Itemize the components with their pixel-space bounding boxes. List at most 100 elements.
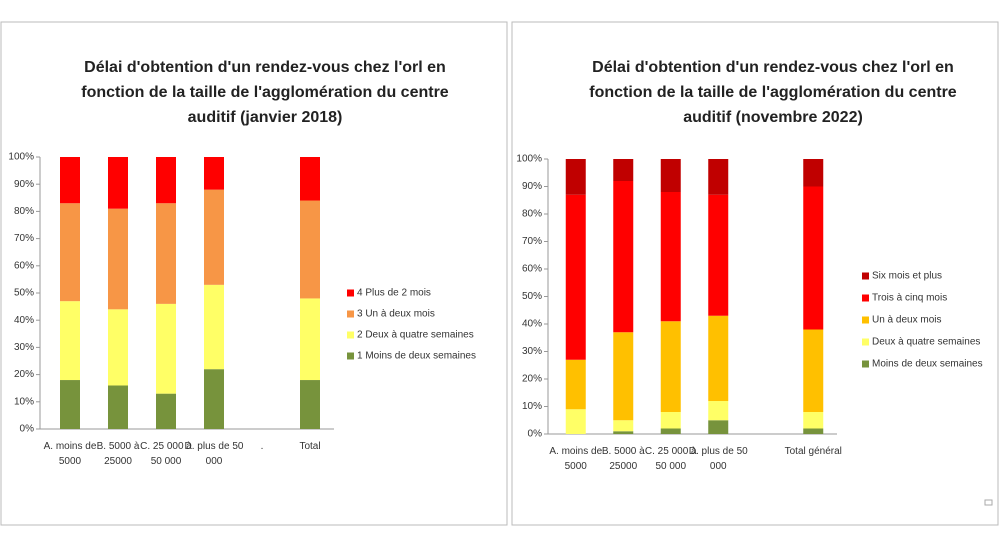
bar-segment: [660, 192, 681, 322]
bar-segment: [708, 401, 729, 421]
x-tick-label: D. plus de 50 000: [688, 446, 748, 472]
legend-label: 3 Un à deux mois: [357, 309, 435, 320]
legend-label: 4 Plus de 2 mois: [357, 288, 431, 299]
bar-segment: [60, 301, 80, 381]
legend-swatch: [862, 360, 869, 368]
bar-segment: [708, 194, 729, 316]
bar-segment: [204, 157, 224, 190]
bar-segment: [300, 200, 320, 299]
legend-swatch: [347, 331, 354, 339]
legend-swatch: [347, 352, 354, 360]
y-tick-label: 40%: [14, 315, 34, 326]
legend-swatch: [862, 338, 869, 346]
legend-label: Deux à quatre semaines: [872, 337, 980, 348]
y-tick-label: 60%: [522, 264, 542, 275]
y-tick-label: 50%: [522, 291, 542, 302]
bar-segment: [108, 309, 128, 386]
bar-segment: [108, 157, 128, 209]
y-tick-label: 10%: [14, 396, 34, 407]
bar-segment: [708, 315, 729, 401]
y-tick-label: 0%: [528, 429, 543, 440]
y-tick-label: 10%: [522, 401, 542, 412]
bar-segment: [60, 380, 80, 429]
y-tick-label: 30%: [14, 342, 34, 353]
bar-segment: [300, 157, 320, 201]
bar-segment: [204, 369, 224, 429]
bar-segment: [660, 321, 681, 412]
y-tick-label: 30%: [522, 346, 542, 357]
x-tick-label: B. 5000 à 25000: [601, 446, 645, 472]
chart-title: Délai d'obtention d'un rendez-vous chez …: [81, 59, 449, 126]
legend-label: 1 Moins de deux semaines: [357, 351, 476, 362]
y-tick-label: 100%: [8, 152, 34, 163]
bar-segment: [565, 159, 586, 195]
legend-swatch: [862, 294, 869, 302]
x-tick-label: A. moins de 5000: [43, 441, 97, 467]
bar-segment: [660, 159, 681, 192]
y-tick-label: 90%: [522, 181, 542, 192]
bar-segment: [803, 159, 824, 187]
y-tick-label: 0%: [20, 424, 35, 435]
bar-segment: [613, 181, 634, 333]
y-tick-label: 90%: [14, 179, 34, 190]
legend-label: Moins de deux semaines: [872, 359, 983, 370]
bar-segment: [300, 298, 320, 381]
bar-segment: [613, 431, 634, 434]
bar-segment: [60, 157, 80, 204]
corner-icon: [984, 499, 993, 506]
y-tick-label: 80%: [14, 206, 34, 217]
x-tick-label: A. moins de 5000: [549, 446, 603, 472]
legend-swatch: [862, 316, 869, 324]
y-tick-label: 100%: [516, 154, 542, 165]
x-tick-label: D. plus de 50 000: [184, 441, 244, 467]
legend-label: Un à deux mois: [872, 315, 941, 326]
x-tick-label: Total: [299, 441, 321, 452]
bar-segment: [660, 412, 681, 429]
y-tick-label: 80%: [522, 209, 542, 220]
bar-segment: [803, 428, 824, 434]
x-tick-label: B. 5000 à 25000: [96, 441, 140, 467]
y-tick-label: 60%: [14, 260, 34, 271]
legend-swatch: [862, 272, 869, 280]
bar-segment: [156, 203, 176, 304]
bar-segment: [613, 159, 634, 181]
y-tick-label: 20%: [522, 374, 542, 385]
bar-segment: [204, 189, 224, 285]
legend-swatch: [347, 289, 354, 297]
x-tick-label: C. 25 000 à 50 000: [140, 441, 192, 467]
bar-segment: [300, 380, 320, 429]
y-tick-label: 50%: [14, 288, 34, 299]
bar-segment: [660, 428, 681, 434]
bar-segment: [708, 159, 729, 195]
panel-border: [511, 21, 999, 526]
bar-segment: [156, 303, 176, 394]
legend-label: Trois à cinq mois: [872, 293, 947, 304]
bar-segment: [204, 284, 224, 370]
x-tick-label: .: [260, 441, 264, 452]
bar-segment: [565, 409, 586, 434]
bar-segment: [565, 359, 586, 410]
bar-segment: [565, 194, 586, 360]
bar-segment: [156, 157, 176, 204]
bar-segment: [156, 393, 176, 429]
legend-swatch: [347, 310, 354, 318]
bar-segment: [613, 332, 634, 421]
y-tick-label: 70%: [14, 233, 34, 244]
bar-segment: [60, 203, 80, 302]
bar-segment: [613, 420, 634, 432]
bar-segment: [803, 329, 824, 412]
x-tick-label: Total général: [784, 446, 842, 457]
y-tick-label: 20%: [14, 369, 34, 380]
y-tick-label: 70%: [522, 236, 542, 247]
panel-border: [0, 21, 508, 526]
bar-segment: [803, 186, 824, 330]
legend-label: 2 Deux à quatre semaines: [357, 330, 474, 341]
legend-label: Six mois et plus: [872, 271, 942, 282]
bar-segment: [108, 208, 128, 310]
x-tick-label: C. 25 000 à 50 000: [644, 446, 697, 472]
chart-title: Délai d'obtention d'un rendez-vous chez …: [589, 59, 957, 126]
bar-segment: [803, 412, 824, 429]
bar-segment: [708, 420, 729, 434]
